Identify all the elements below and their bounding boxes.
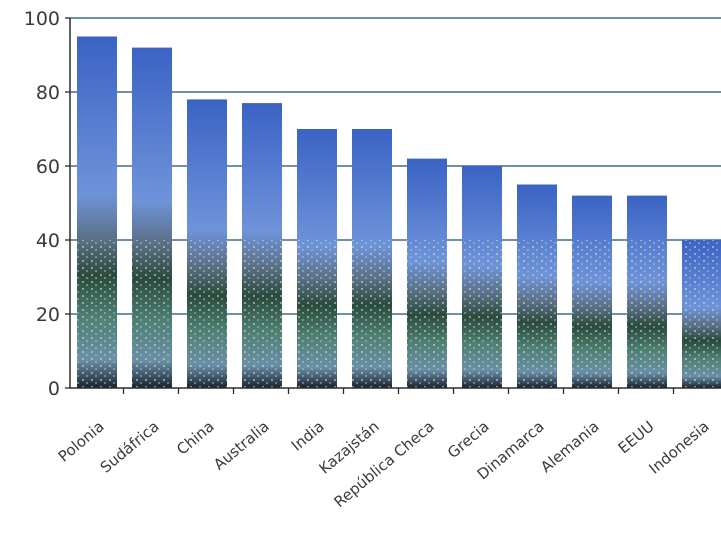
bar-texture <box>352 240 392 388</box>
bar-eeuu <box>627 195 667 388</box>
bar-texture <box>572 240 612 388</box>
x-category-label: EEUU <box>615 417 658 457</box>
x-category-label: Australia <box>210 417 272 473</box>
bar-texture <box>132 240 172 388</box>
bar-texture <box>242 240 282 388</box>
axes <box>65 17 721 394</box>
x-category-label: Polonia <box>55 417 108 465</box>
x-category-label: Grecia <box>444 417 493 462</box>
bar-polonia <box>77 36 117 388</box>
y-tick-label: 80 <box>36 82 60 104</box>
bar-texture <box>627 240 667 388</box>
bar-texture <box>462 240 502 388</box>
bar-rep-blica-checa <box>407 158 447 388</box>
x-category-label: India <box>288 417 328 454</box>
bar-australia <box>242 103 282 388</box>
bar-texture <box>187 240 227 388</box>
y-tick-label: 0 <box>48 378 60 400</box>
x-category-label: China <box>173 417 217 458</box>
bar-dinamarca <box>517 184 557 388</box>
bar-india <box>297 129 337 388</box>
x-category-label: Indonesia <box>645 417 712 477</box>
bar-kazajst-n <box>352 129 392 388</box>
y-tick-label: 60 <box>36 156 60 178</box>
bar-indonesia <box>682 240 721 388</box>
x-category-label: Alemania <box>537 417 602 476</box>
y-tick-label: 20 <box>36 304 60 326</box>
bar-sud-frica <box>132 47 172 388</box>
bar-texture <box>77 240 117 388</box>
gridlines <box>70 17 721 315</box>
y-axis-tick-labels: 0 20 40 60 80 100 <box>24 8 60 400</box>
y-tick-label: 40 <box>36 230 60 252</box>
x-category-label: Sudáfrica <box>97 417 163 476</box>
x-category-label: República Checa <box>330 417 437 511</box>
bar-texture <box>682 240 721 388</box>
bar-texture <box>407 240 447 388</box>
bars <box>77 36 721 389</box>
bar-alemania <box>572 195 612 388</box>
bar-texture <box>517 240 557 388</box>
y-tick-label: 100 <box>24 8 60 30</box>
bar-texture <box>297 240 337 388</box>
bar-grecia <box>462 166 502 388</box>
bar-china <box>187 99 227 389</box>
